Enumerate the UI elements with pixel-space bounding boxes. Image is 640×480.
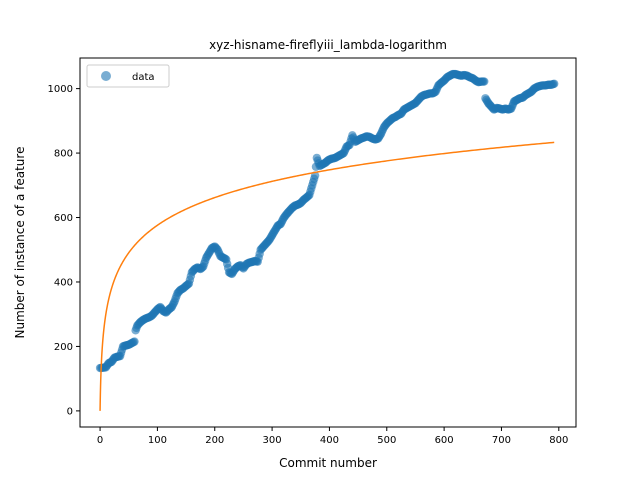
y-tick-label: 200: [54, 342, 73, 353]
x-tick-label: 200: [205, 435, 224, 446]
x-tick-label: 0: [97, 435, 103, 446]
y-tick-label: 800: [54, 149, 73, 160]
legend-marker-data: [101, 71, 111, 81]
x-tick-label: 100: [148, 435, 167, 446]
x-tick-label: 600: [435, 435, 454, 446]
y-tick-label: 600: [54, 213, 73, 224]
y-axis-label: Number of instance of a feature: [13, 147, 27, 339]
x-tick-label: 500: [377, 435, 396, 446]
chart-title: xyz-hisname-fireflyiii_lambda-logarithm: [209, 38, 447, 52]
y-tick-label: 400: [54, 277, 73, 288]
y-tick-label: 1000: [48, 84, 73, 95]
x-axis-label: Commit number: [279, 456, 377, 470]
ticks-layer: 0 100 200 300 400 500 600 700 800 0 200 400 600 800 10…: [48, 84, 569, 446]
fit-curve: [99, 141, 555, 411]
series-layer: [95, 69, 559, 411]
data-point: [550, 79, 559, 88]
y-tick-label: 0: [67, 406, 73, 417]
x-tick-label: 800: [549, 435, 568, 446]
legend-box: [86, 64, 170, 88]
legend-label-data: data: [132, 72, 155, 83]
x-tick-label: 700: [492, 435, 511, 446]
data-point: [480, 77, 489, 86]
x-tick-label: 300: [263, 435, 282, 446]
data-point: [130, 337, 139, 346]
x-tick-label: 400: [320, 435, 339, 446]
legend: data: [86, 64, 170, 88]
axes-frame: [79, 57, 577, 428]
